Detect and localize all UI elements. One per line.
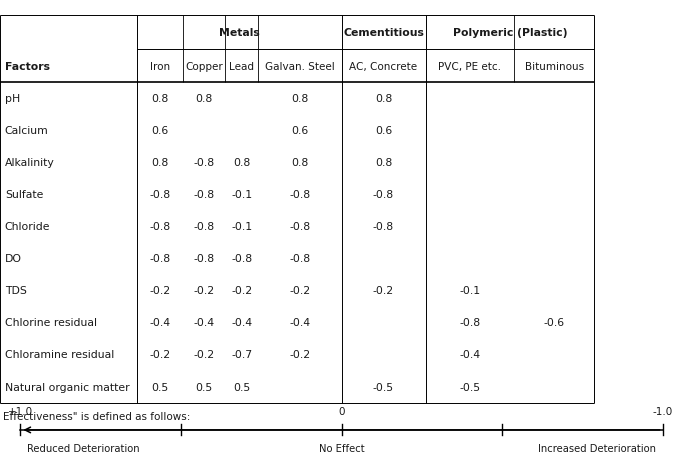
- Text: Copper: Copper: [185, 61, 223, 71]
- Text: No Effect: No Effect: [319, 443, 364, 453]
- Text: DO: DO: [5, 254, 22, 264]
- Text: 0: 0: [338, 406, 345, 416]
- Text: -0.2: -0.2: [150, 350, 170, 360]
- Text: Alkalinity: Alkalinity: [5, 158, 55, 168]
- Text: 0.8: 0.8: [233, 158, 251, 168]
- Text: Chloramine residual: Chloramine residual: [5, 350, 114, 360]
- Text: -0.1: -0.1: [232, 190, 252, 200]
- Text: -0.4: -0.4: [194, 318, 214, 328]
- Text: -0.2: -0.2: [232, 286, 252, 296]
- Text: Sulfate: Sulfate: [5, 190, 43, 200]
- Text: -0.8: -0.8: [290, 222, 310, 232]
- Text: -0.6: -0.6: [544, 318, 565, 328]
- Text: 0.8: 0.8: [375, 94, 392, 104]
- Text: -0.8: -0.8: [373, 190, 394, 200]
- Text: -0.1: -0.1: [232, 222, 252, 232]
- Text: -0.8: -0.8: [290, 254, 310, 264]
- Text: -0.8: -0.8: [194, 190, 214, 200]
- Text: -0.7: -0.7: [232, 350, 252, 360]
- Text: -0.5: -0.5: [460, 382, 480, 392]
- Text: +1.0: +1.0: [8, 406, 33, 416]
- Text: -0.4: -0.4: [290, 318, 310, 328]
- Text: -0.8: -0.8: [290, 190, 310, 200]
- Text: 0.5: 0.5: [151, 382, 169, 392]
- Text: -0.8: -0.8: [194, 158, 214, 168]
- Text: 0.8: 0.8: [375, 158, 392, 168]
- Text: Metals: Metals: [219, 28, 260, 38]
- Text: 0.6: 0.6: [375, 126, 392, 136]
- Text: 0.8: 0.8: [291, 94, 309, 104]
- Text: PVC, PE etc.: PVC, PE etc.: [438, 61, 501, 71]
- Text: -0.2: -0.2: [373, 286, 394, 296]
- Text: Chlorine residual: Chlorine residual: [5, 318, 97, 328]
- Text: 0.5: 0.5: [233, 382, 251, 392]
- Text: -0.5: -0.5: [373, 382, 394, 392]
- Text: 0.6: 0.6: [151, 126, 169, 136]
- Text: -0.4: -0.4: [150, 318, 170, 328]
- Text: -0.4: -0.4: [460, 350, 480, 360]
- Text: -0.2: -0.2: [194, 286, 214, 296]
- Text: 0.8: 0.8: [195, 94, 213, 104]
- Text: -0.8: -0.8: [460, 318, 480, 328]
- Text: -0.8: -0.8: [150, 222, 170, 232]
- Text: -0.2: -0.2: [194, 350, 214, 360]
- Text: 0.5: 0.5: [195, 382, 213, 392]
- Text: -0.2: -0.2: [290, 286, 310, 296]
- Text: -0.8: -0.8: [232, 254, 252, 264]
- Text: Effectiveness" is defined as follows:: Effectiveness" is defined as follows:: [3, 411, 191, 421]
- Text: 0.8: 0.8: [291, 158, 309, 168]
- Text: -0.4: -0.4: [232, 318, 252, 328]
- Text: 0.6: 0.6: [291, 126, 309, 136]
- Text: 0.8: 0.8: [151, 94, 169, 104]
- Text: -0.8: -0.8: [150, 254, 170, 264]
- Text: Reduced Deterioration: Reduced Deterioration: [27, 443, 140, 453]
- Text: Factors: Factors: [5, 61, 50, 71]
- Text: Bituminous: Bituminous: [525, 61, 584, 71]
- Text: Polymeric (Plastic): Polymeric (Plastic): [453, 28, 567, 38]
- Text: -0.8: -0.8: [194, 222, 214, 232]
- Text: -0.8: -0.8: [150, 190, 170, 200]
- Text: -0.2: -0.2: [150, 286, 170, 296]
- Text: Natural organic matter: Natural organic matter: [5, 382, 129, 392]
- Text: Iron: Iron: [150, 61, 170, 71]
- Text: Increased Deterioration: Increased Deterioration: [538, 443, 656, 453]
- Text: -0.8: -0.8: [194, 254, 214, 264]
- Text: pH: pH: [5, 94, 20, 104]
- Text: Calcium: Calcium: [5, 126, 48, 136]
- Text: Lead: Lead: [229, 61, 254, 71]
- Text: AC, Concrete: AC, Concrete: [350, 61, 417, 71]
- Text: Cementitious: Cementitious: [343, 28, 424, 38]
- Text: -0.2: -0.2: [290, 350, 310, 360]
- Text: TDS: TDS: [5, 286, 27, 296]
- Text: 0.8: 0.8: [151, 158, 169, 168]
- Text: -1.0: -1.0: [652, 406, 673, 416]
- Text: -0.8: -0.8: [373, 222, 394, 232]
- Text: Chloride: Chloride: [5, 222, 51, 232]
- Text: Galvan. Steel: Galvan. Steel: [265, 61, 335, 71]
- Text: -0.1: -0.1: [460, 286, 480, 296]
